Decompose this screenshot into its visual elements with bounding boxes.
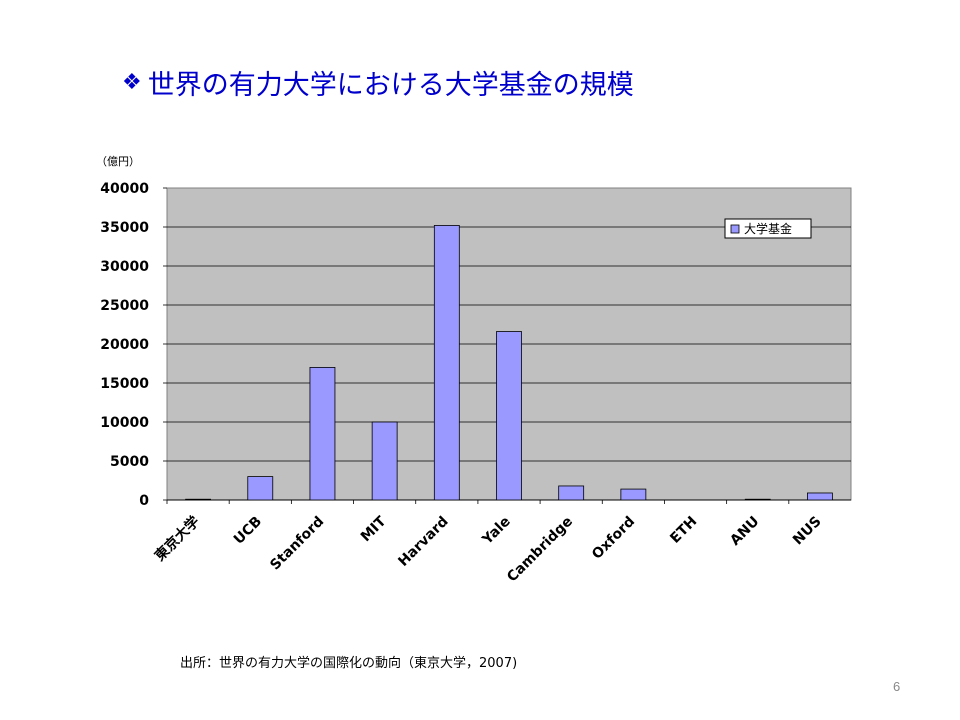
bar-3 [371,421,398,501]
legend: 大学基金 [724,218,812,239]
x-tick-label: ETH [667,514,700,547]
y-tick-label: 0 [139,493,149,509]
x-tick-label: Harvard [395,514,451,570]
bar-0 [185,498,211,501]
x-tick-label: NUS [790,514,825,549]
slide-title-text: 世界の有力大学における大学基金の規模 [147,69,634,101]
x-tick-label: 東京大学 [151,513,203,565]
y-tick-label: 25000 [100,298,149,314]
y-tick-label: 5000 [110,454,149,470]
bar-7 [620,488,647,501]
x-tick-label: Stanford [267,514,327,574]
bars [185,225,833,501]
y-tick-label: 40000 [100,181,149,197]
diamond-bullet-icon: ❖ [122,69,142,95]
slide-title: ❖ 世界の有力大学における大学基金の規模 [122,62,634,102]
legend-swatch [730,224,740,234]
y-tick-label: 15000 [100,376,149,392]
bar-10 [807,492,833,501]
bar-5 [496,331,522,501]
bar-2 [309,366,336,501]
y-axis-ticks: 0 5000 10000 15000 20000 25000 30000 35000 40000 [100,181,167,509]
bar-4 [433,225,460,501]
y-unit-label: （億円） [96,155,140,168]
x-tick-label: UCB [231,514,265,548]
y-tick-label: 30000 [100,259,149,275]
x-tick-label: MIT [358,513,390,545]
x-tick-label: Yale [479,514,514,549]
page-number: 6 [893,679,901,694]
source-note: 出所：世界の有力大学の国際化の動向（東京大学，2007) [180,656,518,671]
bar-1 [247,476,274,501]
y-tick-label: 10000 [100,415,149,431]
y-tick-label: 35000 [100,220,149,236]
x-tick-label: Oxford [589,514,638,563]
x-tick-label: Cambridge [504,514,576,586]
bar-9 [744,498,771,501]
legend-label: 大学基金 [744,221,792,236]
y-tick-label: 20000 [100,337,149,353]
bar-6 [558,485,585,501]
legend-box [724,218,812,239]
x-tick-label: ANU [727,514,762,549]
